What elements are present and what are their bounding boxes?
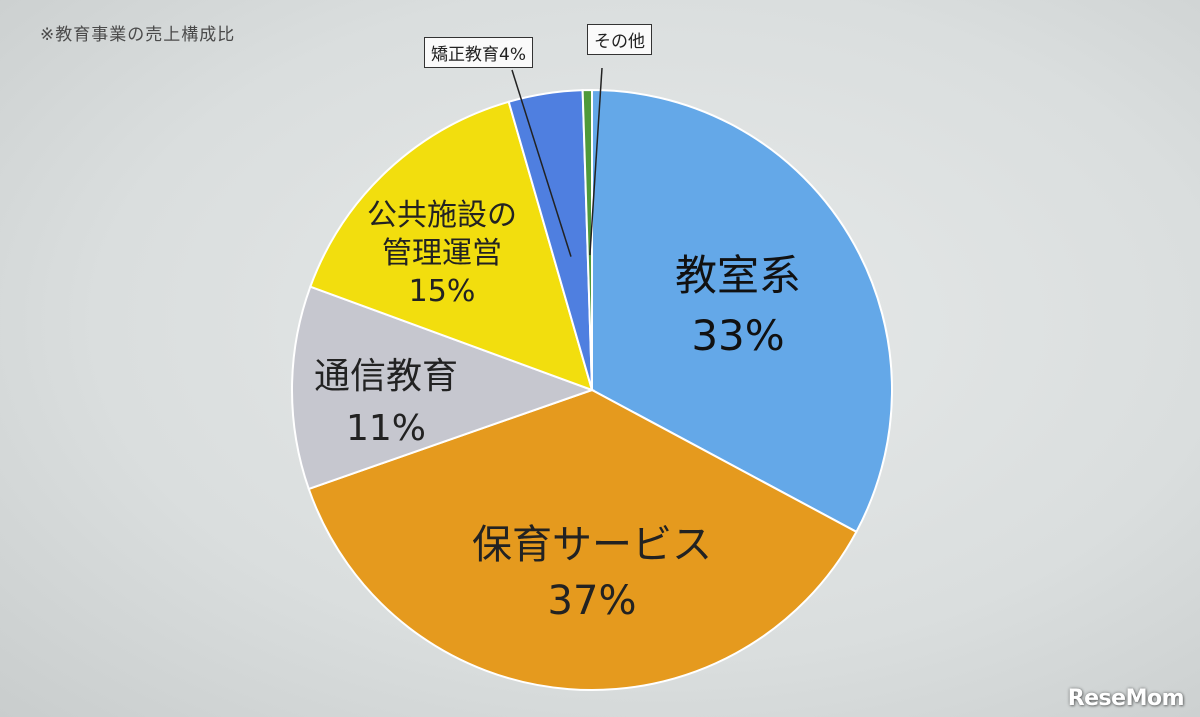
slice-value-label-4: 15% [409,274,476,309]
slice-value-label-3: 11% [346,408,426,449]
leader-line-6 [589,67,603,256]
slice-value-label-2: 37% [548,578,637,624]
leader-line-5 [511,69,572,257]
slice-name-4-line-1: 公共施設の [367,198,517,233]
slice-name-3: 通信教育 [314,356,458,397]
callout-leader-lines [511,67,603,257]
slice-name-4-line-2: 管理運営 [382,236,502,271]
slice-name-2: 保育サービス [472,522,712,568]
chart-note: ※教育事業の売上構成比 [40,25,236,45]
pie-slice-3 [291,285,595,491]
resemom-logo: ReseMom [1067,686,1185,711]
pie-slice-1 [591,88,893,534]
pie-slice-6 [581,88,593,391]
slice-name-1: 教室系 [675,251,801,300]
pie-slices [291,88,893,691]
slice-value-label-1: 33% [691,311,784,360]
callout-other: その他 [587,24,652,55]
pie-slice-2 [307,388,858,691]
pie-slice-4 [309,100,594,392]
callout-kyosei: 矯正教育4% [424,37,533,68]
